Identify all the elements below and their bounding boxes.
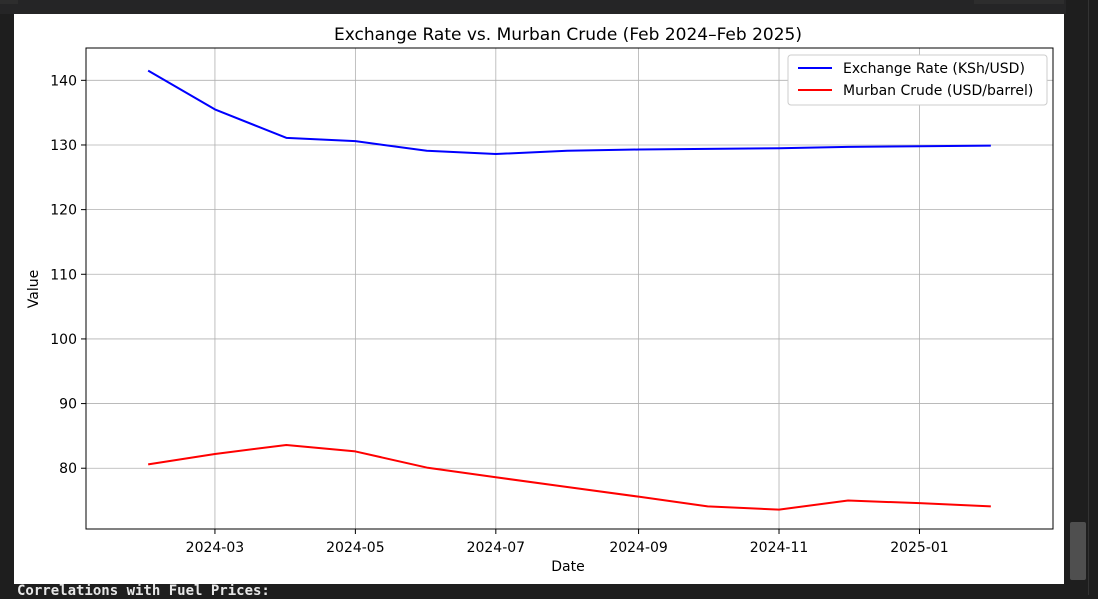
console-output-text: Correlations with Fuel Prices: [17,583,270,599]
legend-box [787,54,1048,106]
x-tick-label: 2025-01 [890,540,949,556]
grid [86,48,1053,529]
y-tick-label: 100 [50,332,77,348]
y-tick-label: 140 [50,73,77,89]
legend-label-murban-crude: Murban Crude (USD/barrel) [843,83,1033,99]
y-axis: 80 90 100 110 120 130 140 [50,73,86,477]
editor-top-bar [0,0,1098,14]
top-bar-segment [0,0,18,4]
x-tick-label: 2024-03 [186,540,245,556]
y-tick-label: 110 [50,267,77,283]
exchange-rate-series-line [147,69,991,156]
plot-area-frame [85,47,1054,530]
legend-label-exchange-rate: Exchange Rate (KSh/USD) [843,61,1025,77]
chart-output-cell: Exchange Rate vs. Murban Crude (Feb 2024… [14,14,1064,584]
series-lines [147,69,991,511]
y-tick-label: 120 [50,203,77,219]
x-tick-label: 2024-11 [750,540,809,556]
chart-title: Exchange Rate vs. Murban Crude (Feb 2024… [334,25,802,45]
y-tick-label: 130 [50,138,77,154]
panel-edge [1088,0,1098,595]
vertical-scrollbar-track[interactable] [1066,0,1088,595]
top-bar-segment [974,0,1064,4]
y-axis-label: Value [26,270,42,308]
legend: Exchange Rate (KSh/USD) Murban Crude (US… [787,54,1048,106]
murban-crude-series-line [148,443,991,511]
line-chart: Exchange Rate vs. Murban Crude (Feb 2024… [26,25,1054,575]
y-tick-label: 90 [59,397,77,413]
vertical-scrollbar-thumb[interactable] [1070,522,1086,580]
x-axis-label: Date [551,559,584,575]
x-tick-label: 2024-09 [609,540,668,556]
x-axis: 2024-03 2024-05 2024-07 2024-09 2024-11 2025-… [186,529,949,556]
x-tick-label: 2024-05 [326,540,385,556]
x-tick-label: 2024-07 [467,540,526,556]
y-tick-label: 80 [59,461,77,477]
